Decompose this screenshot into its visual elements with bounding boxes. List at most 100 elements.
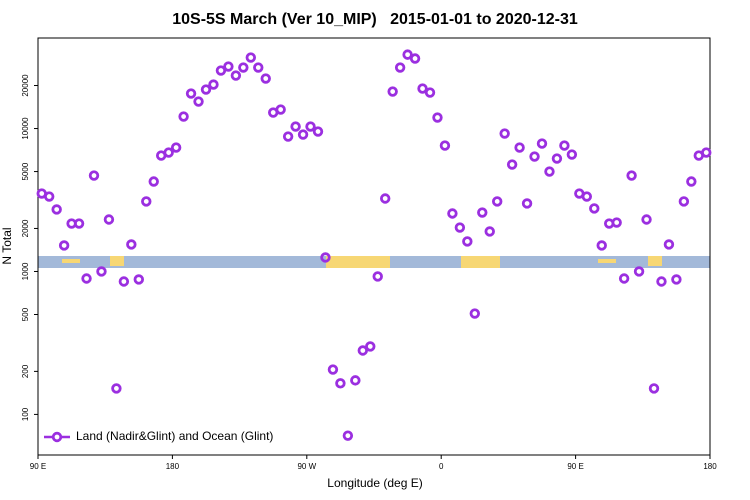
point [447, 208, 458, 219]
point [111, 383, 122, 394]
point [253, 62, 264, 73]
map-strip [38, 256, 710, 268]
point [58, 240, 70, 251]
chart-title: 10S-5S March (Ver 10_MIP) 2015-01-01 to … [172, 11, 578, 28]
y-tick-label: 5000 [21, 162, 30, 180]
point [357, 345, 368, 356]
point [103, 214, 115, 225]
point [641, 214, 652, 225]
point [409, 53, 421, 64]
point [245, 52, 256, 63]
point [521, 198, 533, 209]
point [327, 364, 339, 375]
x-tick-label: 90 W [297, 462, 316, 471]
point [424, 87, 436, 98]
point [484, 226, 495, 237]
point [365, 341, 376, 352]
point [462, 236, 473, 247]
point [536, 138, 548, 149]
point [178, 111, 189, 122]
y-tick-label: 500 [21, 307, 30, 321]
x-tick-label: 180 [703, 462, 717, 471]
point [335, 378, 346, 389]
legend-label: Land (Nadir&Glint) and Ocean (Glint) [76, 429, 273, 443]
point [492, 196, 503, 207]
point [417, 83, 428, 94]
point [44, 191, 55, 202]
point [350, 375, 361, 386]
land-strip [461, 256, 500, 268]
point [701, 147, 712, 158]
point [170, 142, 182, 153]
y-tick-label: 10000 [21, 117, 30, 140]
point [133, 274, 144, 285]
y-tick-label: 2000 [21, 219, 30, 237]
point [514, 142, 525, 153]
x-tick-label: 90 E [30, 462, 46, 471]
point [372, 271, 383, 282]
point [380, 193, 391, 204]
point [544, 166, 555, 177]
point [656, 276, 667, 287]
point [611, 217, 622, 228]
point [163, 147, 174, 158]
x-axis-label: Longitude (deg E) [327, 476, 422, 490]
point [387, 86, 398, 97]
point [506, 159, 518, 170]
y-tick-label: 20000 [21, 74, 30, 97]
y-axis-label: N Total [0, 227, 14, 264]
x-tick-label: 0 [439, 462, 444, 471]
point [596, 240, 607, 251]
land-strip [326, 256, 390, 268]
point [215, 65, 227, 76]
point [402, 49, 413, 60]
x-tick-label: 180 [166, 462, 180, 471]
point [454, 222, 466, 233]
land-strip [110, 256, 124, 266]
point [51, 204, 62, 215]
point [320, 252, 331, 263]
point [671, 274, 682, 285]
x-tick-label: 90 E [567, 462, 583, 471]
point [394, 62, 406, 73]
point [686, 176, 697, 187]
point [432, 112, 443, 123]
land-strip [598, 259, 616, 263]
point [185, 88, 197, 99]
point [678, 196, 690, 207]
point [477, 207, 488, 218]
point [529, 151, 540, 162]
y-tick-label: 200 [21, 364, 30, 378]
point [566, 149, 578, 160]
point [208, 79, 219, 90]
point [312, 126, 324, 137]
point [230, 70, 242, 81]
point [559, 140, 570, 151]
y-tick-label: 100 [21, 407, 30, 421]
point [648, 383, 660, 394]
point [81, 273, 92, 284]
point [499, 128, 510, 139]
point [223, 61, 234, 72]
point [126, 239, 137, 250]
point [663, 239, 675, 250]
point [551, 153, 563, 164]
y-tick-label: 1000 [21, 262, 30, 280]
point [589, 203, 600, 214]
point [200, 84, 212, 95]
point [618, 273, 630, 284]
point [193, 96, 204, 107]
land-strip [648, 256, 662, 266]
point [73, 218, 85, 229]
point [118, 276, 130, 287]
point [581, 191, 592, 202]
point [305, 121, 316, 132]
point [282, 131, 294, 142]
point [96, 266, 107, 277]
legend-marker [51, 431, 63, 443]
point [290, 121, 301, 132]
point [148, 176, 159, 187]
plot-frame [37, 37, 711, 456]
